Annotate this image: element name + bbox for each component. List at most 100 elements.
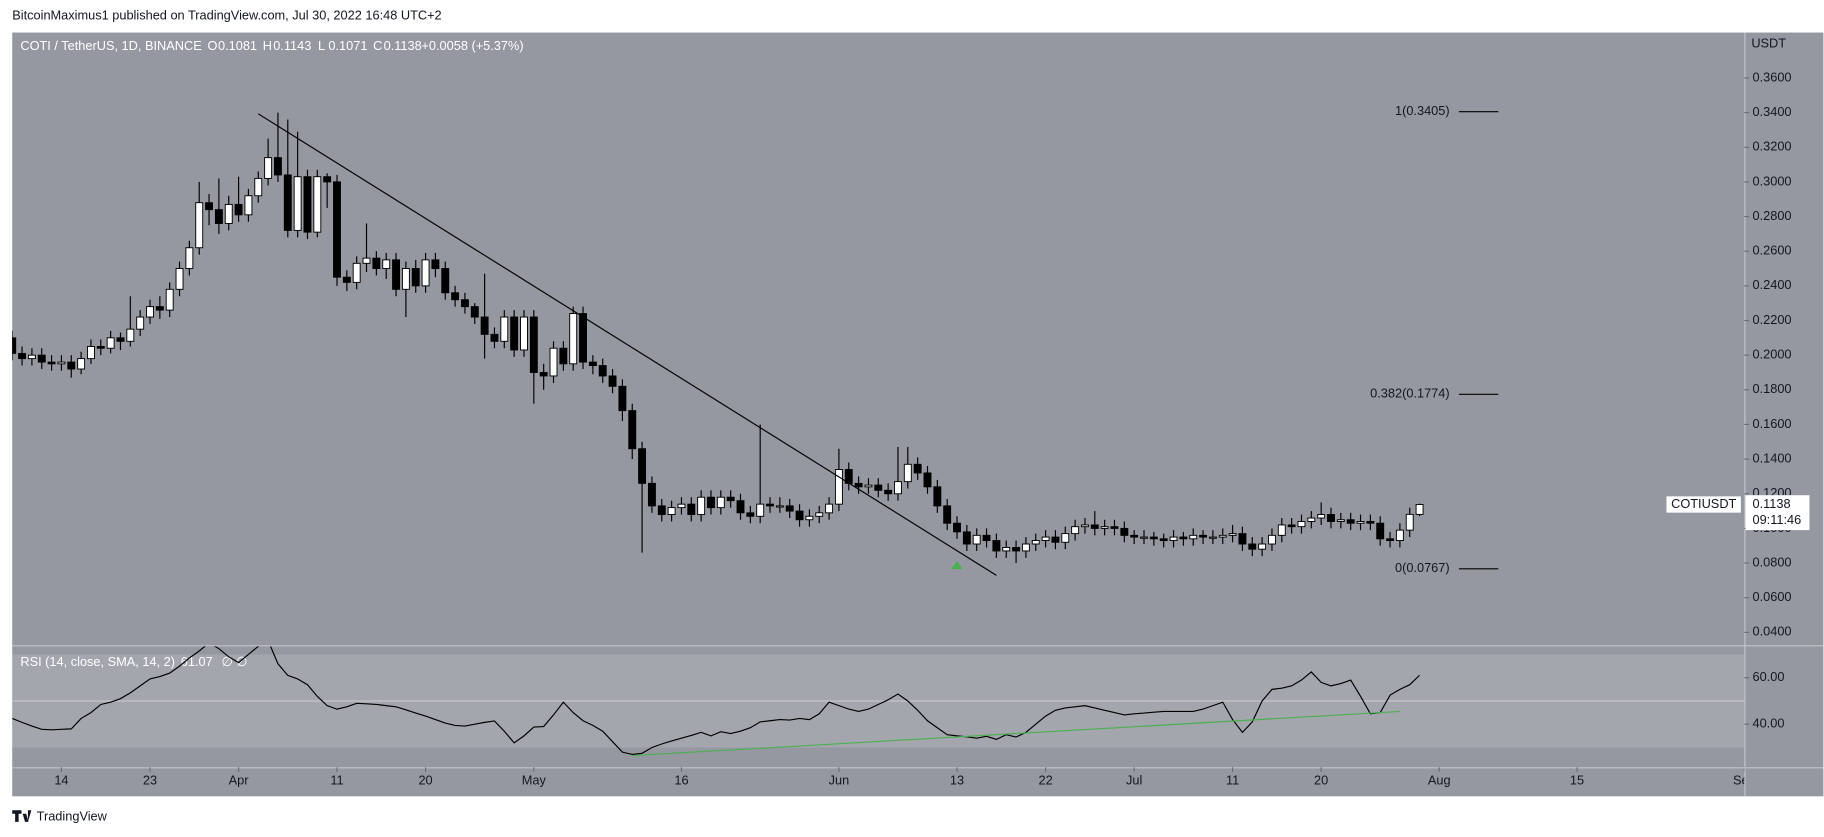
overlay: O 0.1081 H 0.1143 L 0.1071 C 0.1138 +0.0058 (+5.… <box>208 38 1810 731</box>
candle-body <box>460 299 469 308</box>
ohlc-value: 0.1081 <box>218 38 257 53</box>
candle-body <box>913 463 922 474</box>
candle-body <box>1346 519 1355 524</box>
candle-body <box>598 365 607 377</box>
candle-body <box>559 347 568 365</box>
candle-body <box>392 259 401 290</box>
candle-body <box>539 372 548 377</box>
x-tick-label: 11 <box>1226 773 1239 788</box>
candle-body <box>716 496 725 509</box>
x-tick-label: 20 <box>1314 773 1328 788</box>
candle-body <box>1307 517 1316 522</box>
candle-body <box>864 484 873 488</box>
candle-body <box>1267 534 1276 545</box>
candle-body <box>1287 524 1296 528</box>
candle-body <box>795 510 804 521</box>
candle-body <box>520 316 528 351</box>
candle-body <box>155 306 164 311</box>
candle-body <box>1248 543 1257 550</box>
candle-body <box>736 500 745 514</box>
x-tick-label: 14 <box>54 773 68 788</box>
candle-body <box>894 481 902 495</box>
candle-body <box>1366 521 1375 524</box>
rsi-line <box>12 646 1420 756</box>
publisher-note: BitcoinMaximus1 published on TradingView… <box>12 8 441 23</box>
candle-body <box>185 247 194 269</box>
chart-background <box>12 32 1824 797</box>
candle-body <box>431 259 440 269</box>
x-tick-label: May <box>522 773 547 788</box>
candle-body <box>37 354 46 363</box>
candle-body <box>1218 534 1227 538</box>
candle-body <box>313 176 322 233</box>
rsi-na: ∅ ∅ <box>221 654 247 669</box>
candle-body <box>992 540 1001 552</box>
candle-body <box>1159 538 1168 542</box>
footer-logo[interactable]: TradingView <box>12 809 108 824</box>
candle-body <box>1405 513 1414 531</box>
candle-body <box>372 257 381 269</box>
candle-body <box>1071 526 1080 535</box>
candle-body <box>136 316 145 330</box>
ohlc-value: 0.1143 <box>273 38 311 53</box>
candle-body <box>1090 524 1099 529</box>
y-axis-label: USDT <box>1751 36 1786 51</box>
symbol-title: COTI / TetherUS, 1D, BINANCE <box>20 38 201 53</box>
candle-body <box>726 496 735 502</box>
logo-icon <box>12 810 32 822</box>
candle-body <box>333 181 341 278</box>
candle-body <box>982 534 991 542</box>
candle-body <box>1031 540 1040 545</box>
y-tick-label: 0.3000 <box>1752 173 1791 188</box>
candle-body <box>1395 529 1404 542</box>
candle-body <box>1336 519 1345 522</box>
x-tick-label: 23 <box>143 773 157 788</box>
y-tick-label: 0.3600 <box>1752 69 1791 84</box>
candle-body <box>962 531 971 545</box>
candle-body <box>1199 534 1208 538</box>
price-tag-value: 0.1138 <box>1752 496 1790 511</box>
candle-body <box>815 512 824 517</box>
x-tick-label: Apr <box>229 773 250 788</box>
candle-body <box>352 262 361 283</box>
y-tick-label: 0.0400 <box>1752 624 1791 639</box>
candle-body <box>1208 536 1217 539</box>
candle-body <box>746 512 755 517</box>
fib-label: 0(0.0767) <box>1395 560 1450 575</box>
candle-body <box>1140 536 1148 539</box>
y-tick-label: 0.2200 <box>1752 312 1791 327</box>
candle-body <box>205 202 214 211</box>
candle-body <box>214 209 223 224</box>
candle-body <box>933 486 942 507</box>
candle-body <box>1179 536 1188 540</box>
candle-body <box>854 482 863 488</box>
ohlc-label: O <box>208 38 218 53</box>
candle-body <box>224 203 233 224</box>
candle-body <box>1081 524 1089 528</box>
candle-body <box>126 328 135 342</box>
fib-label: 0.382(0.1774) <box>1370 386 1450 401</box>
candle-body <box>293 176 302 231</box>
rsi-pane <box>12 646 1745 757</box>
x-tick-label: Jul <box>1126 773 1142 788</box>
x-tick-label: Sep <box>1733 773 1756 788</box>
candle-body <box>923 472 932 488</box>
candle-body <box>1376 522 1385 540</box>
candle-body <box>77 358 86 370</box>
footer-text: TradingView <box>37 809 108 824</box>
candle-body <box>1189 534 1198 540</box>
symbol-tag <box>1666 496 1741 513</box>
x-tick-label: 22 <box>1038 773 1052 788</box>
y-tick-label: 0.0800 <box>1752 554 1791 569</box>
ohlc-value: 0.1138 <box>384 38 422 53</box>
candle-body <box>1021 543 1030 552</box>
candle-body <box>618 385 627 412</box>
candle-body <box>766 503 774 507</box>
candle-body <box>490 333 499 342</box>
ohlc-label: L <box>318 38 325 53</box>
rsi-trendline <box>632 710 1400 757</box>
candle-body <box>87 346 95 360</box>
candle-body <box>687 503 696 516</box>
candle-body <box>1386 538 1395 542</box>
candle-body <box>834 469 843 505</box>
